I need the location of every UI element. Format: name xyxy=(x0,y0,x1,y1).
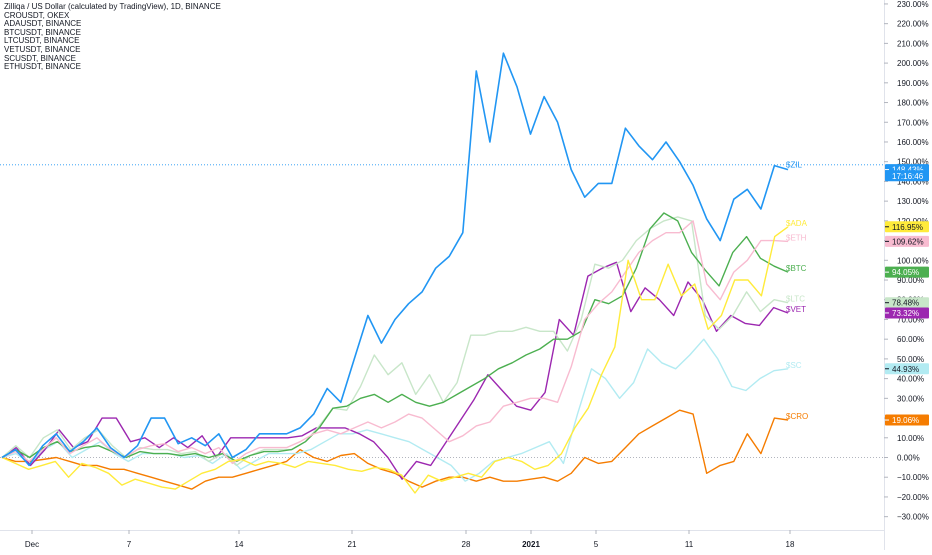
series-name-label-eth: $ETH xyxy=(786,233,807,242)
legend-title: Zilliqa / US Dollar (calculated by Tradi… xyxy=(4,2,221,11)
y-tick-label: 70.00% xyxy=(897,315,924,324)
y-tick-label: 40.00% xyxy=(897,375,924,384)
series-name-label-btc: $BTC xyxy=(786,264,807,273)
value-badge-label-sc: 44.93% xyxy=(892,365,919,374)
legend-item: CROUSDT, OKEX xyxy=(4,10,70,20)
series-line-ltc xyxy=(1,216,789,467)
y-tick-label: 60.00% xyxy=(897,335,924,344)
series-name-label-zil: $ZIL xyxy=(786,161,803,170)
series-name-label-cro: $CRO xyxy=(786,412,808,421)
series-line-ada xyxy=(1,226,789,494)
x-tick-label: 18 xyxy=(786,540,795,549)
legend-item: ETHUSDT, BINANCE xyxy=(4,62,81,72)
value-badge-vet xyxy=(885,307,929,319)
legend: Zilliqa / US Dollar (calculated by Tradi… xyxy=(4,2,221,72)
series-name-label-sc: $SC xyxy=(786,361,802,370)
y-tick-label: 0.00% xyxy=(897,454,920,463)
series-line-sc xyxy=(1,338,789,482)
series-line-btc xyxy=(1,212,789,463)
value-badge-label-zil: 148.43% xyxy=(892,166,924,175)
legend-item: VETUSDT, BINANCE xyxy=(4,44,81,54)
series-line-cro xyxy=(1,409,789,490)
value-badge-label-cro: 19.06% xyxy=(892,416,919,425)
y-tick-label: 50.00% xyxy=(897,355,924,364)
legend-item: LTCUSDT, BINANCE xyxy=(4,36,80,46)
y-tick-label: 100.00% xyxy=(897,256,929,265)
y-tick-label: −20.00% xyxy=(897,493,929,502)
series-line-vet xyxy=(1,261,789,480)
value-badge-label-ada: 116.95% xyxy=(892,223,923,232)
series-line-zil xyxy=(1,52,789,467)
y-tick-label: 130.00% xyxy=(897,197,929,206)
series-name-label-vet: $VET xyxy=(786,305,806,314)
y-tick-label: 170.00% xyxy=(897,118,929,127)
value-badge-label-vet: 73.32% xyxy=(892,309,919,318)
x-tick-label: 7 xyxy=(127,540,132,549)
x-tick-label: 5 xyxy=(594,540,599,549)
series-line-eth xyxy=(1,220,789,465)
y-tick-label: 140.00% xyxy=(897,177,929,186)
x-tick-label: 14 xyxy=(235,540,244,549)
countdown-label: 17:16:46 xyxy=(892,172,924,181)
value-badge-ada xyxy=(885,221,929,233)
value-badge-label-btc: 94.05% xyxy=(892,268,919,277)
x-tick-label: 28 xyxy=(462,540,471,549)
value-badge-label-ltc: 78.48% xyxy=(892,299,919,308)
value-badge-eth xyxy=(885,235,929,247)
series-name-label-ltc: $LTC xyxy=(786,295,805,304)
x-tick-label: 2021 xyxy=(522,540,540,549)
y-tick-label: 30.00% xyxy=(897,394,924,403)
y-tick-label: 150.00% xyxy=(897,158,929,167)
y-tick-label: 10.00% xyxy=(897,434,924,443)
value-badge-cro xyxy=(885,414,929,426)
y-tick-label: −30.00% xyxy=(897,513,929,522)
x-tick-label: 11 xyxy=(685,540,694,549)
legend-item: BTCUSDT, BINANCE xyxy=(4,27,81,37)
y-tick-label: 210.00% xyxy=(897,39,929,48)
legend-item: ADAUSDT, BINANCE xyxy=(4,19,82,29)
x-tick-label: Dec xyxy=(25,540,39,549)
y-tick-label: 180.00% xyxy=(897,99,929,108)
y-tick-label: 190.00% xyxy=(897,79,929,88)
value-badge-sc xyxy=(885,363,929,375)
value-badge-label-eth: 109.62% xyxy=(892,237,924,246)
series-name-label-ada: $ADA xyxy=(786,219,808,228)
value-badge-ltc xyxy=(885,297,929,309)
countdown-badge xyxy=(885,170,929,182)
y-tick-label: 160.00% xyxy=(897,138,929,147)
legend-item: SCUSDT, BINANCE xyxy=(4,53,77,63)
x-tick-label: 21 xyxy=(348,540,357,549)
value-badge-btc xyxy=(885,266,929,278)
y-tick-label: 220.00% xyxy=(897,20,929,29)
y-tick-label: −10.00% xyxy=(897,473,929,482)
y-tick-label: 90.00% xyxy=(897,276,924,285)
y-tick-label: 200.00% xyxy=(897,59,929,68)
y-tick-label: 230.00% xyxy=(897,0,929,9)
